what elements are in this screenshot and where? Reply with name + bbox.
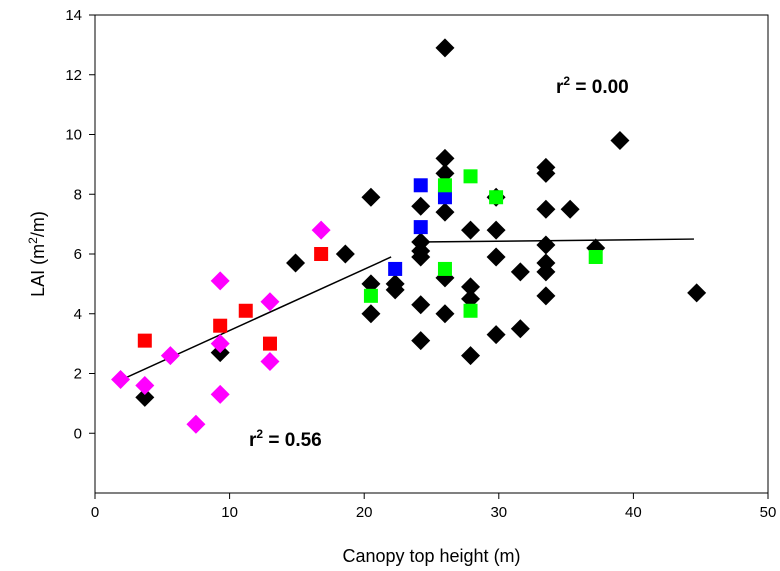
square-marker bbox=[437, 261, 452, 276]
diamond-marker bbox=[210, 334, 230, 354]
diamond-marker bbox=[486, 220, 506, 240]
y-tick-label: 4 bbox=[74, 306, 82, 323]
diamond-marker bbox=[260, 352, 280, 372]
square-marker bbox=[588, 249, 603, 264]
diamond-marker bbox=[536, 235, 556, 255]
y-tick-label: 14 bbox=[65, 7, 82, 24]
square-marker bbox=[262, 336, 277, 351]
diamond-marker bbox=[361, 304, 381, 324]
y-axis-title: LAI (m2/m) bbox=[26, 211, 48, 297]
y-axis-title-main: LAI (m bbox=[28, 244, 48, 297]
diamond-marker bbox=[687, 283, 707, 303]
diamond-marker bbox=[411, 196, 431, 216]
diamond-marker bbox=[536, 199, 556, 219]
r2-right-sup: 2 bbox=[563, 74, 570, 88]
x-tick-label: 50 bbox=[760, 504, 777, 521]
diamond-marker bbox=[461, 289, 481, 309]
diamond-marker bbox=[335, 244, 355, 264]
y-tick-label: 2 bbox=[74, 366, 82, 383]
r2-left-prefix: r bbox=[249, 430, 257, 451]
x-tick-label: 40 bbox=[625, 504, 642, 521]
square-marker bbox=[437, 190, 452, 205]
y-axis-title-sup: 2 bbox=[26, 237, 40, 244]
diamond-marker bbox=[135, 387, 155, 407]
diamond-marker bbox=[311, 220, 331, 240]
x-tick-label: 0 bbox=[91, 504, 99, 521]
square-marker bbox=[137, 333, 152, 348]
diamond-marker bbox=[536, 262, 556, 282]
diamond-marker bbox=[435, 202, 455, 222]
x-tick-label: 10 bbox=[221, 504, 238, 521]
square-marker bbox=[213, 318, 228, 333]
square-marker bbox=[463, 303, 478, 318]
diamond-marker bbox=[385, 280, 405, 300]
diamond-marker bbox=[510, 262, 530, 282]
diamond-marker bbox=[486, 325, 506, 345]
square-marker bbox=[413, 220, 428, 235]
diamond-marker bbox=[210, 384, 230, 404]
diamond-marker bbox=[361, 187, 381, 207]
y-tick-label: 6 bbox=[74, 246, 82, 263]
diamond-marker bbox=[361, 274, 381, 294]
diamond-marker bbox=[411, 331, 431, 351]
diamond-marker bbox=[210, 271, 230, 291]
diamond-marker bbox=[435, 148, 455, 168]
y-axis: 0 2 4 6 8 10 12 14 bbox=[65, 7, 95, 442]
diamond-marker bbox=[160, 346, 180, 366]
r2-left-value: = 0.56 bbox=[263, 430, 322, 451]
square-marker bbox=[437, 178, 452, 193]
diamond-marker bbox=[461, 277, 481, 297]
square-marker bbox=[388, 261, 403, 276]
y-axis-title-end: /m) bbox=[28, 211, 48, 237]
diamond-marker bbox=[461, 346, 481, 366]
y-tick-label: 12 bbox=[65, 67, 82, 84]
diamond-marker bbox=[486, 247, 506, 267]
regression-line bbox=[121, 256, 392, 381]
square-marker bbox=[314, 247, 329, 261]
data-points bbox=[111, 38, 707, 434]
diamond-marker bbox=[560, 199, 580, 219]
diamond-marker bbox=[435, 163, 455, 183]
r2-annotation-left: r2 = 0.56 bbox=[249, 427, 322, 451]
diamond-marker bbox=[536, 286, 556, 306]
square-marker bbox=[363, 288, 378, 303]
diamond-marker bbox=[111, 369, 131, 389]
square-marker bbox=[489, 190, 504, 205]
y-tick-label: 10 bbox=[65, 127, 82, 144]
y-tick-label: 8 bbox=[74, 186, 82, 203]
diamond-marker bbox=[510, 319, 530, 339]
regression-lines bbox=[121, 238, 694, 381]
r2-right-value: = 0.00 bbox=[570, 77, 629, 98]
square-marker bbox=[238, 303, 253, 318]
y-tick-label: 0 bbox=[74, 425, 82, 442]
r2-right-prefix: r bbox=[556, 77, 564, 98]
square-marker bbox=[463, 169, 478, 184]
diamond-marker bbox=[610, 130, 630, 150]
diamond-marker bbox=[186, 414, 206, 434]
r2-left-sup: 2 bbox=[256, 427, 263, 441]
diamond-marker bbox=[461, 220, 481, 240]
x-tick-label: 20 bbox=[356, 504, 373, 521]
diamond-marker bbox=[260, 292, 280, 312]
r2-annotation-right: r2 = 0.00 bbox=[556, 74, 629, 98]
square-marker bbox=[413, 178, 428, 193]
x-axis: 0 10 20 30 40 50 bbox=[91, 493, 777, 521]
diamond-marker bbox=[435, 38, 455, 58]
diamond-marker bbox=[411, 247, 431, 267]
x-axis-title: Canopy top height (m) bbox=[342, 546, 520, 566]
diamond-marker bbox=[411, 295, 431, 315]
diamond-marker bbox=[536, 163, 556, 183]
diamond-marker bbox=[435, 304, 455, 324]
regression-line bbox=[418, 238, 694, 243]
diamond-marker bbox=[135, 375, 155, 395]
diamond-marker bbox=[286, 253, 306, 273]
x-tick-label: 30 bbox=[490, 504, 507, 521]
